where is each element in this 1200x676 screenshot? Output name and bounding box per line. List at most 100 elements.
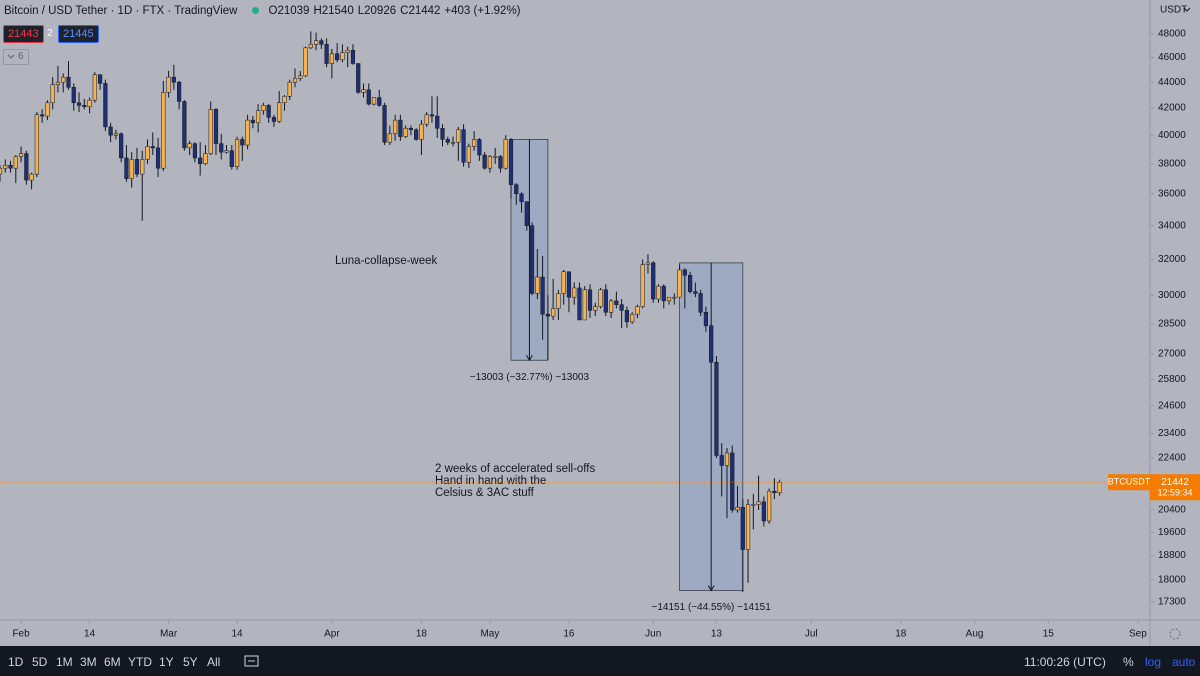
y-tick-label: 23400 bbox=[1158, 428, 1186, 439]
candle-body bbox=[361, 89, 366, 93]
candle-body bbox=[34, 114, 39, 175]
y-tick-label: 27000 bbox=[1158, 349, 1186, 360]
y-tick-label: 40000 bbox=[1158, 130, 1186, 141]
candle-body bbox=[140, 159, 145, 175]
candle-body bbox=[608, 300, 614, 313]
range-button[interactable]: 5D bbox=[32, 655, 48, 669]
candle-body bbox=[303, 47, 308, 77]
range-button[interactable]: All bbox=[207, 655, 221, 669]
candle-body bbox=[508, 139, 514, 185]
candle-body bbox=[435, 115, 440, 129]
unit-chevron[interactable] bbox=[1183, 7, 1191, 12]
candle-body bbox=[92, 74, 97, 101]
bid-price[interactable]: 21443 bbox=[3, 25, 44, 43]
x-tick-label: Feb bbox=[12, 629, 30, 640]
candle-body bbox=[661, 285, 666, 302]
date-range-icon[interactable] bbox=[244, 654, 260, 668]
candle-body bbox=[250, 119, 255, 124]
h-value: 21540 bbox=[321, 5, 354, 17]
candle-body bbox=[514, 184, 519, 195]
candle-body bbox=[635, 306, 640, 315]
x-tick-label: May bbox=[480, 629, 499, 640]
annotation: Celsius & 3AC stuff bbox=[435, 487, 535, 499]
candle-body bbox=[61, 76, 66, 83]
candle-body bbox=[108, 126, 113, 136]
candle-body bbox=[672, 296, 677, 299]
range-button[interactable]: YTD bbox=[128, 655, 152, 669]
candle-body bbox=[556, 293, 561, 309]
candle-body bbox=[777, 481, 782, 494]
candle-body bbox=[87, 99, 92, 107]
range-button[interactable]: 3M bbox=[80, 655, 97, 669]
y-tick-label: 34000 bbox=[1158, 220, 1186, 231]
candle-body bbox=[340, 52, 345, 61]
candle-body bbox=[287, 81, 292, 97]
candle-body bbox=[18, 153, 24, 157]
candle-body bbox=[97, 74, 103, 84]
settings-icon[interactable] bbox=[1169, 628, 1181, 640]
candle-body bbox=[693, 291, 698, 294]
symbol-title[interactable]: Bitcoin / USD Tether · 1D · FTX · Tradin… bbox=[4, 5, 238, 17]
range-button[interactable]: 1D bbox=[8, 655, 24, 669]
y-tick-label: 22400 bbox=[1158, 453, 1186, 464]
candle-body bbox=[324, 44, 329, 64]
clock: 11:00:26 (UTC) bbox=[1024, 655, 1106, 669]
axis-unit[interactable]: USDT bbox=[1160, 5, 1187, 16]
candle-body bbox=[677, 269, 682, 298]
candle-body bbox=[735, 506, 740, 511]
range-button[interactable]: 1Y bbox=[159, 655, 174, 669]
candle-body bbox=[256, 110, 261, 124]
candle-body bbox=[335, 53, 340, 61]
candle-body bbox=[593, 306, 598, 311]
x-tick-label: Aug bbox=[966, 629, 984, 640]
candle-body bbox=[13, 156, 18, 169]
candle-body bbox=[535, 276, 540, 294]
range-button[interactable]: 1M bbox=[56, 655, 73, 669]
candle-body bbox=[234, 139, 240, 167]
candle-body bbox=[751, 504, 756, 506]
y-tick-label: 18000 bbox=[1158, 574, 1186, 585]
log-toggle[interactable]: log bbox=[1145, 655, 1162, 669]
range-button[interactable]: 6M bbox=[104, 655, 121, 669]
candle-body bbox=[24, 153, 29, 181]
price-tag-label: 21442 bbox=[1161, 477, 1189, 488]
y-tick-label: 44000 bbox=[1158, 77, 1186, 88]
candle-body bbox=[545, 313, 550, 317]
ask-price[interactable]: 21445 bbox=[58, 25, 99, 43]
indicators-toggle[interactable]: 6 bbox=[3, 49, 29, 65]
price-tag bbox=[1150, 474, 1200, 501]
candle-body bbox=[582, 289, 587, 321]
percent-toggle[interactable]: % bbox=[1123, 655, 1134, 669]
y-tick-label: 46000 bbox=[1158, 52, 1186, 63]
candle-body bbox=[740, 506, 745, 550]
x-tick-label: Jul bbox=[805, 629, 818, 640]
y-tick-label: 24600 bbox=[1158, 400, 1186, 411]
candle-body bbox=[403, 128, 408, 137]
range-button[interactable]: 5Y bbox=[183, 655, 198, 669]
candle-body bbox=[366, 89, 371, 105]
candle-body bbox=[82, 105, 87, 107]
candle-body bbox=[8, 164, 13, 169]
candle-body bbox=[224, 150, 229, 153]
x-tick-label: Sep bbox=[1129, 629, 1147, 640]
symbol-tag-label: BTCUSDT bbox=[1108, 477, 1151, 487]
candle-body bbox=[466, 146, 471, 163]
annotation: Hand in hand with the bbox=[435, 475, 546, 487]
candle-body bbox=[29, 173, 34, 181]
candle-body bbox=[208, 109, 213, 154]
candle-body bbox=[714, 362, 719, 456]
y-tick-label: 25800 bbox=[1158, 374, 1186, 385]
candle-body bbox=[561, 271, 566, 294]
candle-body bbox=[756, 501, 761, 505]
candle-body bbox=[45, 102, 50, 117]
bottom-toolbar: 11:00:26 (UTC) % log auto 1D 5D 1M 3M 6M YTD 1… bbox=[0, 646, 1200, 676]
candle-body bbox=[266, 105, 271, 118]
auto-toggle[interactable]: auto bbox=[1172, 655, 1196, 669]
candle-body bbox=[71, 86, 76, 104]
candle-body bbox=[177, 81, 182, 102]
candle-body bbox=[745, 504, 751, 550]
candle-body bbox=[371, 97, 377, 105]
candle-body bbox=[424, 114, 429, 125]
candle-body bbox=[577, 287, 582, 321]
